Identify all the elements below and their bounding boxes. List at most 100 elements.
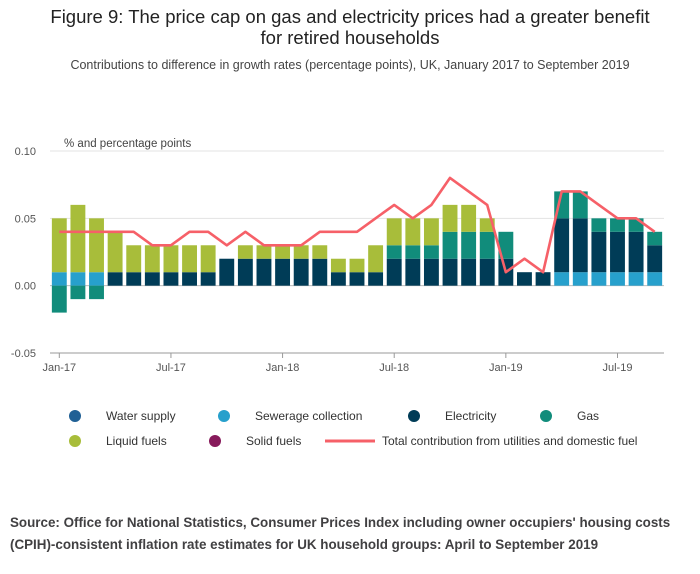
bar-sewerage-Aug-19	[628, 272, 644, 286]
bar-electricity-May-17	[126, 272, 142, 286]
bar-liquid-Nov-17	[237, 245, 253, 259]
bar-liquid-Apr-18	[330, 258, 346, 273]
bar-electricity-Sep-17	[200, 272, 216, 286]
bar-electricity-Jun-19	[591, 231, 607, 273]
legend-label-sewerage: Sewerage collection	[255, 409, 362, 423]
bar-electricity-Nov-17	[237, 258, 253, 286]
legend-swatch-water	[69, 410, 81, 422]
legend: Water supply Sewerage collection Electrici…	[69, 409, 637, 448]
chart-subtitle: Contributions to difference in growth ra…	[70, 58, 630, 72]
bar-liquid-Jun-17	[144, 245, 160, 273]
bar-electricity-Apr-17	[107, 272, 123, 286]
bar-electricity-Apr-18	[330, 272, 346, 286]
bar-electricity-Aug-19	[628, 231, 644, 273]
bar-electricity-Mar-19	[535, 272, 551, 286]
bar-electricity-Aug-18	[405, 258, 421, 286]
bar-gas-Jul-19	[610, 218, 625, 232]
bar-sewerage-Sep-19	[647, 272, 663, 286]
legend-label-gas: Gas	[577, 409, 599, 423]
x-axis: Jan-17 Jul-17 Jan-18 Jul-18 Jan-19 Jul-19	[42, 352, 664, 374]
y-tick-label: -0.05	[11, 348, 36, 360]
bar-liquid-Jul-18	[386, 218, 402, 246]
bar-liquid-May-17	[126, 245, 142, 273]
bar-electricity-Jun-17	[144, 272, 160, 286]
bar-gas-Oct-18	[442, 231, 458, 259]
x-tick-label: Jan-19	[489, 362, 523, 374]
bar-liquid-May-18	[349, 258, 365, 273]
bar-gas-Mar-17	[89, 285, 104, 300]
bar-sewerage-Feb-17	[70, 272, 86, 286]
y-tick-label: 0.00	[15, 281, 36, 293]
x-tick-label: Jul-19	[603, 362, 633, 374]
y-tick-label: 0.10	[15, 146, 36, 158]
bar-gas-May-19	[572, 191, 588, 219]
chart-title-line1: Figure 9: The price cap on gas and elect…	[50, 6, 650, 27]
bar-electricity-Feb-19	[517, 272, 532, 286]
bar-electricity-Dec-17	[256, 258, 272, 286]
x-tick-label: Jul-17	[156, 362, 186, 374]
bar-gas-Feb-17	[70, 285, 86, 300]
bar-electricity-Jun-18	[368, 272, 384, 286]
y-tick-label: 0.05	[15, 213, 36, 225]
bar-gas-Dec-18	[479, 231, 495, 259]
bar-gas-Jul-18	[386, 245, 402, 259]
chart-title-line2: for retired households	[260, 27, 440, 48]
bar-liquid-Mar-17	[89, 218, 104, 273]
source-note: Source: Office for National Statistics, …	[10, 515, 671, 552]
bar-liquid-Feb-18	[293, 245, 309, 259]
bar-gas-Jun-19	[591, 218, 607, 232]
bar-liquid-Aug-18	[405, 218, 421, 246]
bar-electricity-Jul-19	[610, 231, 625, 273]
bar-sewerage-Mar-17	[89, 272, 104, 286]
bar-electricity-Jul-17	[163, 272, 179, 286]
total-contribution-line	[59, 176, 656, 274]
legend-swatch-electricity	[408, 410, 420, 422]
bar-gas-Aug-19	[628, 218, 644, 232]
bar-electricity-Sep-18	[423, 258, 439, 286]
legend-label-electricity: Electricity	[445, 409, 496, 423]
legend-swatch-gas	[540, 410, 552, 422]
total-line-layer	[59, 176, 656, 274]
bar-liquid-Feb-17	[70, 204, 86, 273]
bar-electricity-Sep-19	[647, 245, 663, 273]
bar-electricity-Dec-18	[479, 258, 495, 286]
bar-electricity-Jul-18	[386, 258, 402, 286]
y-unit-label: % and percentage points	[64, 138, 191, 150]
legend-swatch-liquid	[69, 435, 81, 447]
bar-liquid-Jan-17	[51, 218, 67, 273]
bar-liquid-Jul-17	[163, 245, 179, 273]
x-tick-label: Jul-18	[379, 362, 409, 374]
bars	[51, 191, 663, 313]
bar-electricity-May-19	[572, 218, 588, 273]
bar-electricity-Apr-19	[554, 218, 570, 273]
bar-sewerage-Apr-19	[554, 272, 570, 286]
legend-label-solid: Solid fuels	[246, 434, 301, 448]
legend-label-water: Water supply	[106, 409, 176, 423]
bar-gas-Jan-17	[51, 285, 67, 313]
bar-electricity-Feb-18	[293, 258, 309, 286]
bar-liquid-Sep-18	[423, 218, 439, 246]
bar-electricity-Mar-18	[312, 258, 328, 286]
bar-sewerage-May-19	[572, 272, 588, 286]
legend-swatch-sewerage	[218, 410, 230, 422]
bar-electricity-Oct-18	[442, 258, 458, 286]
bar-liquid-Oct-18	[442, 204, 458, 232]
bar-liquid-Nov-18	[461, 204, 477, 232]
bar-sewerage-Jun-19	[591, 272, 607, 286]
legend-label-liquid: Liquid fuels	[106, 434, 167, 448]
x-tick-label: Jan-18	[266, 362, 300, 374]
bar-electricity-Aug-17	[182, 272, 197, 286]
chart-title: Figure 9: The price cap on gas and elect…	[0, 6, 700, 48]
bar-sewerage-Jul-19	[610, 272, 625, 286]
y-axis-ticks: 0.10 0.05 0.00 -0.05	[11, 146, 36, 360]
bar-gas-Jan-19	[498, 231, 514, 259]
bar-liquid-Jun-18	[368, 245, 384, 273]
bar-liquid-Dec-17	[256, 245, 272, 259]
bar-electricity-May-18	[349, 272, 365, 286]
bar-liquid-Aug-17	[182, 245, 197, 273]
bar-sewerage-Jan-17	[51, 272, 67, 286]
bar-liquid-Jan-18	[275, 245, 291, 259]
bar-liquid-Sep-17	[200, 245, 216, 273]
legend-label-total: Total contribution from utilities and do…	[382, 434, 637, 448]
legend-swatch-solid	[209, 435, 221, 447]
